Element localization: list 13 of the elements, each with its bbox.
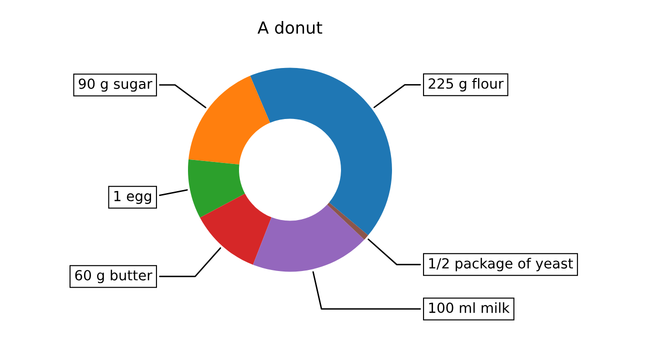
donut-slice [188,159,245,218]
slice-label: 90 g sugar [78,78,152,92]
donut-slice [200,194,272,265]
slice-label: 1 egg [114,190,152,204]
donut-slice [250,68,392,236]
donut-slice [188,76,270,165]
slice-label: 60 g butter [75,270,152,284]
slice-label: 100 ml milk [429,302,510,314]
donut-slice [252,204,364,272]
slice-label: 225 g flour [428,78,504,92]
donut-slice [327,202,368,240]
chart-title: A donut [258,20,322,34]
slice-label: 1/2 package of yeast [429,258,573,272]
